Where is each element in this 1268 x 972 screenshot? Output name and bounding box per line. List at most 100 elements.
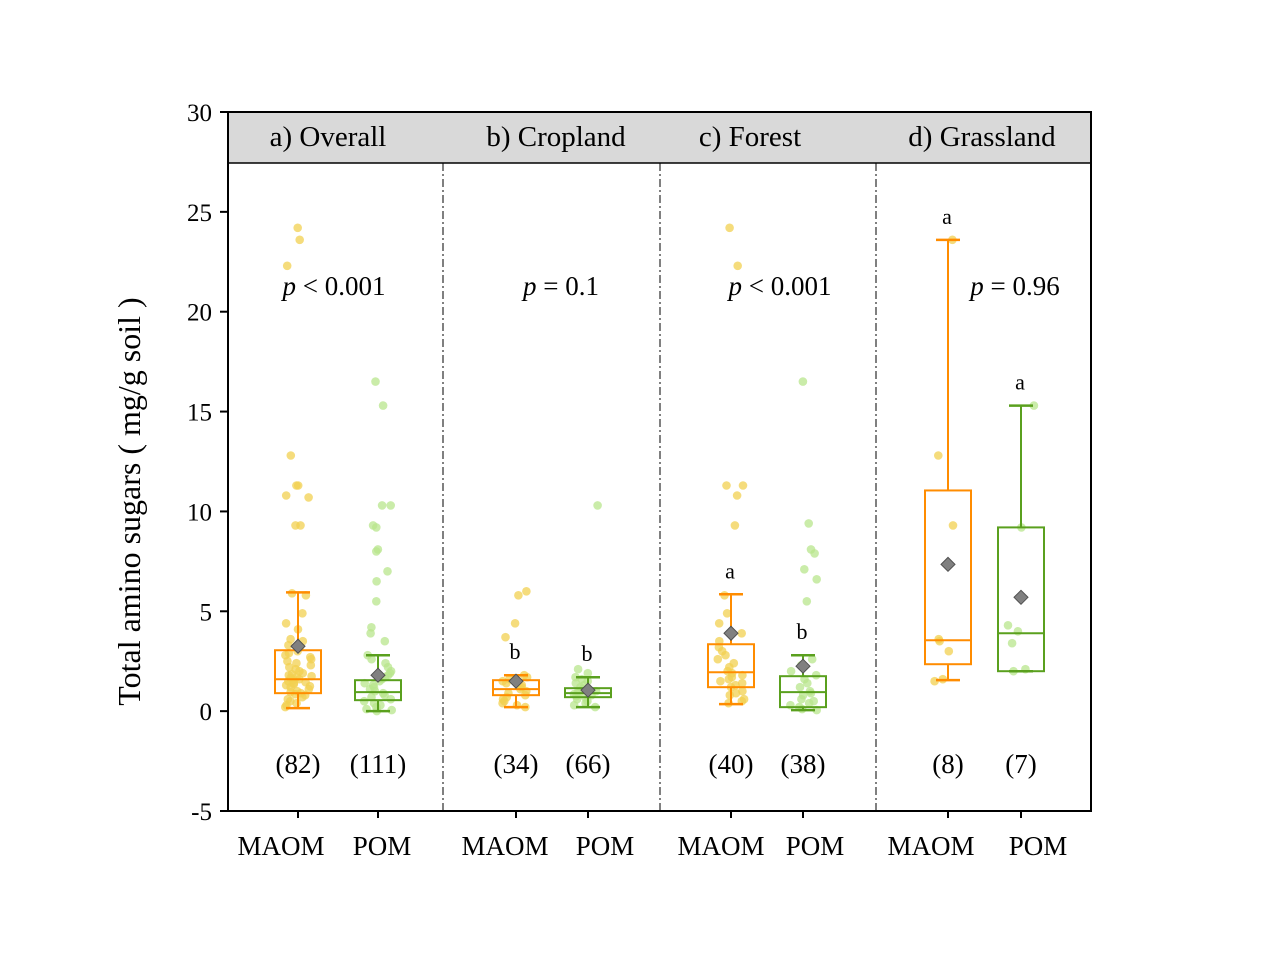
- data-point: [804, 519, 813, 528]
- data-point: [372, 597, 381, 606]
- data-point: [803, 678, 812, 688]
- x-tick-label: POM: [1009, 831, 1068, 861]
- mean-marker: [1013, 589, 1029, 606]
- significance-letter: b: [510, 639, 521, 664]
- data-point: [498, 698, 507, 708]
- data-point: [730, 521, 740, 530]
- data-point: [501, 632, 510, 642]
- data-point: [593, 501, 602, 510]
- data-point: [510, 619, 520, 628]
- data-point: [934, 451, 943, 460]
- sample-size-label: (66): [566, 749, 611, 779]
- y-tick-label: 0: [200, 699, 213, 726]
- data-point: [725, 223, 734, 233]
- data-point: [284, 640, 293, 650]
- data-point: [721, 650, 730, 660]
- y-tick-label: 30: [187, 100, 212, 127]
- data-point: [295, 235, 305, 245]
- data-point: [573, 664, 583, 674]
- data-point: [1007, 638, 1017, 648]
- mean-marker: [290, 638, 306, 654]
- data-point: [377, 501, 387, 510]
- panel-title: b) Cropland: [486, 121, 626, 153]
- data-point: [1029, 401, 1039, 410]
- data-point: [522, 587, 531, 596]
- data-point: [724, 674, 734, 684]
- x-tick-label: MAOM: [677, 831, 764, 861]
- data-point: [786, 700, 795, 710]
- significance-letter: a: [1015, 370, 1025, 395]
- sample-size-label: (8): [932, 749, 963, 779]
- data-point: [304, 493, 313, 502]
- data-point: [514, 591, 523, 600]
- data-point: [1013, 627, 1023, 636]
- data-point: [733, 261, 742, 271]
- sample-size-label: (82): [276, 749, 321, 779]
- data-point: [810, 549, 819, 558]
- data-point: [807, 654, 817, 664]
- significance-letter: a: [725, 558, 735, 583]
- data-point: [371, 377, 380, 386]
- data-point: [281, 491, 291, 500]
- significance-letter: a: [942, 204, 952, 229]
- data-point: [383, 567, 392, 576]
- data-point: [359, 696, 369, 706]
- data-point: [1003, 621, 1013, 630]
- data-point: [292, 698, 301, 708]
- y-tick-label: -5: [191, 799, 212, 826]
- significance-letter: b: [797, 619, 808, 644]
- p-value-label: p = 0.1: [521, 271, 599, 301]
- x-tick-label: MAOM: [887, 831, 974, 861]
- data-point: [802, 597, 812, 606]
- data-point: [795, 682, 805, 692]
- y-tick-label: 5: [200, 599, 213, 626]
- data-point: [722, 481, 731, 490]
- data-point: [386, 501, 396, 510]
- data-point: [737, 629, 746, 638]
- x-tick-label: MAOM: [461, 831, 548, 861]
- mean-marker: [723, 625, 739, 641]
- box: [924, 489, 972, 666]
- p-value-label: p < 0.001: [727, 271, 832, 301]
- data-point: [716, 676, 725, 686]
- data-point: [725, 690, 735, 700]
- data-point: [797, 694, 806, 704]
- data-point: [800, 565, 809, 574]
- data-point: [372, 577, 381, 586]
- data-point: [293, 223, 303, 233]
- data-point: [738, 481, 748, 490]
- data-point: [812, 575, 821, 584]
- significance-letter: b: [582, 641, 593, 666]
- panel-header-strip: [228, 112, 1091, 163]
- sample-size-label: (7): [1005, 749, 1036, 779]
- y-tick-label: 10: [187, 499, 212, 526]
- data-point: [367, 654, 376, 664]
- sample-size-label: (38): [781, 749, 826, 779]
- data-point: [714, 619, 724, 628]
- data-point: [282, 261, 292, 271]
- data-point: [372, 523, 381, 532]
- y-tick-label: 25: [187, 200, 212, 227]
- mean-marker: [580, 682, 596, 698]
- box: [707, 643, 755, 689]
- data-point: [291, 521, 300, 530]
- data-point: [806, 688, 816, 698]
- data-point: [737, 678, 747, 688]
- data-point: [378, 401, 388, 410]
- plot-frame: [227, 111, 1092, 812]
- data-point: [286, 451, 296, 460]
- data-point: [722, 609, 732, 618]
- sample-size-label: (111): [350, 749, 406, 779]
- panel-title: d) Grassland: [908, 121, 1056, 153]
- data-point: [298, 692, 307, 702]
- y-tick-label: 20: [187, 300, 212, 327]
- box: [997, 526, 1045, 673]
- y-tick-label: 15: [187, 400, 212, 427]
- x-tick-label: MAOM: [237, 831, 324, 861]
- p-value-label: p = 0.96: [968, 271, 1059, 301]
- data-point: [372, 547, 381, 556]
- x-tick-label: POM: [786, 831, 845, 861]
- y-axis-label: Total amino sugars ( mg/g soil ): [111, 297, 147, 705]
- data-point: [298, 609, 307, 618]
